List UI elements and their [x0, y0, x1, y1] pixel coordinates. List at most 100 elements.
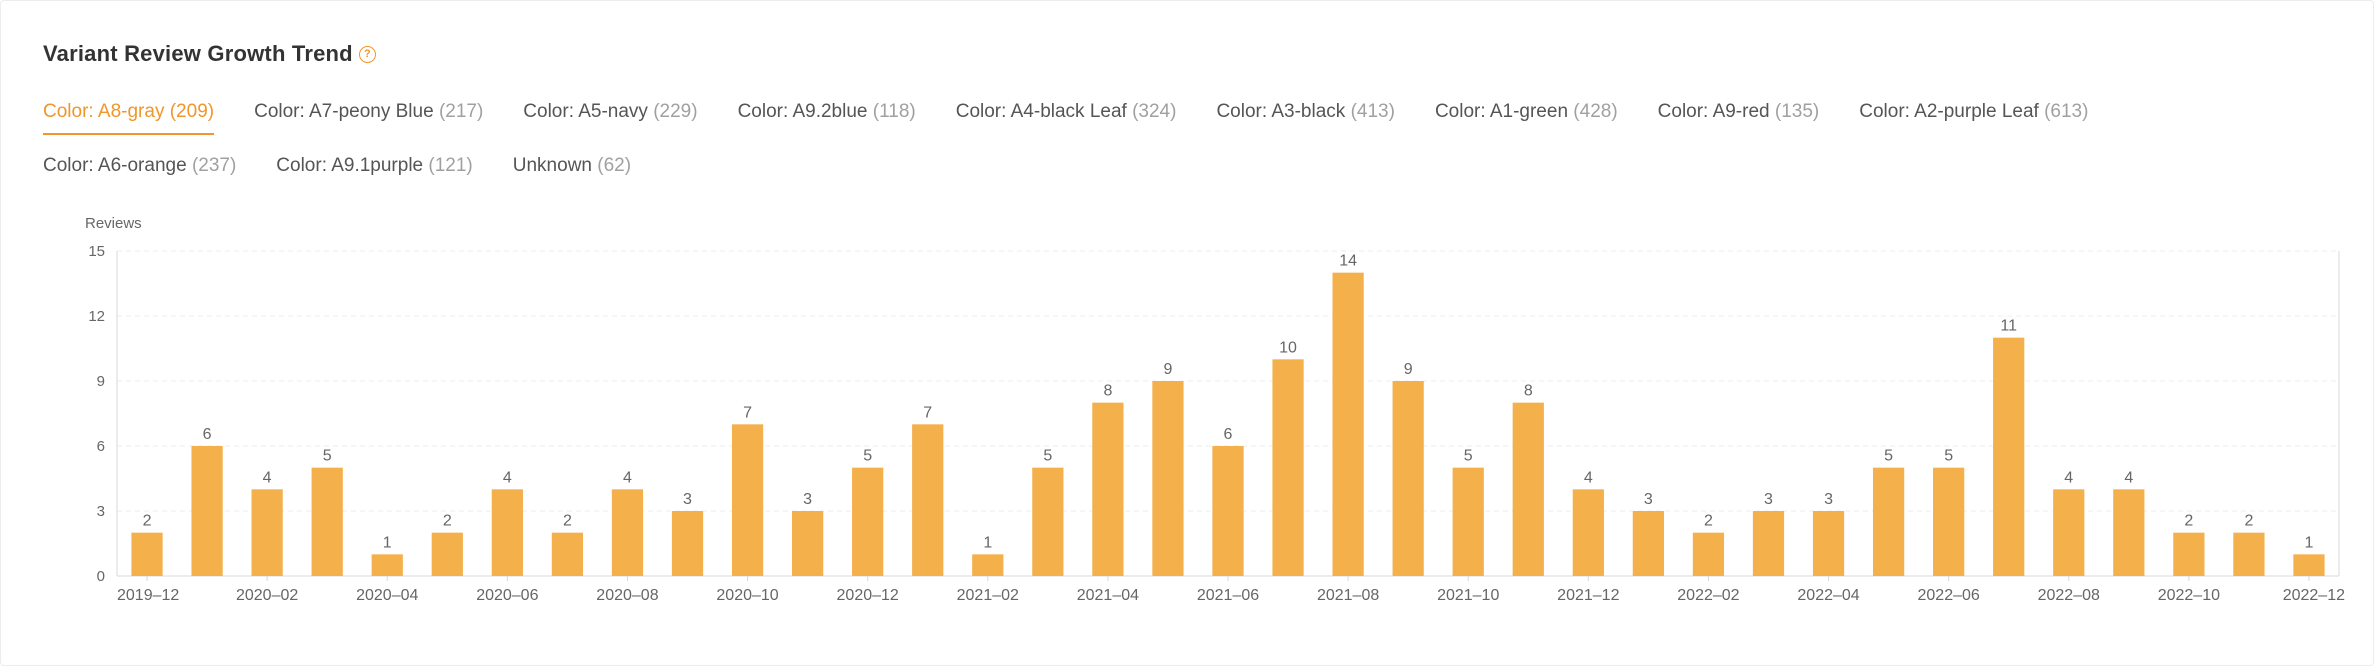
bar — [1933, 467, 1965, 576]
bar — [852, 467, 884, 576]
variant-tab-count: (209) — [169, 101, 215, 122]
data-label: 1 — [983, 534, 992, 551]
variant-tab-label: Color: A1-green — [1434, 101, 1569, 122]
data-label: 4 — [263, 469, 272, 486]
bar — [1452, 467, 1484, 576]
bar — [2293, 554, 2325, 576]
variant-tab[interactable]: Color: A9-red (135) — [1658, 101, 1820, 135]
data-label: 5 — [1043, 448, 1052, 465]
x-tick-label: 2020–02 — [236, 587, 298, 604]
data-label: 3 — [803, 491, 812, 508]
bar — [912, 424, 944, 576]
variant-tab[interactable]: Color: A9.2blue (118) — [738, 101, 916, 135]
x-tick-label: 2021–06 — [1197, 587, 1259, 604]
data-label: 7 — [923, 404, 932, 421]
x-tick-label: 2022–10 — [2158, 587, 2220, 604]
data-label: 4 — [623, 469, 632, 486]
data-label: 3 — [1644, 491, 1653, 508]
card-header: Variant Review Growth Trend ? — [43, 41, 376, 67]
variant-tab-count: (121) — [428, 155, 473, 176]
x-tick-label: 2022–06 — [1918, 587, 1980, 604]
variant-tab[interactable]: Color: A4-black Leaf (324) — [956, 101, 1177, 135]
data-label: 8 — [1103, 383, 1112, 400]
bar — [1572, 489, 1604, 576]
bar — [551, 532, 584, 576]
y-tick-label: 12 — [88, 308, 105, 325]
data-label: 1 — [383, 534, 392, 551]
bar — [311, 467, 343, 576]
bar — [1993, 337, 2025, 576]
bar — [491, 489, 523, 576]
data-label: 14 — [1339, 253, 1357, 270]
data-label: 5 — [1884, 448, 1893, 465]
bar — [1092, 402, 1124, 576]
data-label: 2 — [1704, 513, 1713, 530]
variant-tab[interactable]: Color: A1-green (428) — [1435, 101, 1618, 135]
variant-tab[interactable]: Color: A6-orange (237) — [43, 155, 236, 189]
data-label: 10 — [1279, 339, 1297, 356]
data-label: 9 — [1163, 361, 1172, 378]
y-tick-label: 6 — [97, 438, 105, 455]
variant-tab-count: (613) — [2044, 101, 2089, 122]
variant-tab-count: (237) — [191, 155, 237, 176]
variant-tab-count: (118) — [872, 101, 916, 122]
bar — [2053, 489, 2085, 576]
data-label: 2 — [2244, 513, 2253, 530]
bar — [1872, 467, 1905, 576]
data-label: 7 — [743, 404, 752, 421]
bar — [191, 446, 223, 576]
bar — [1752, 511, 1785, 576]
variant-tab-label: Color: A5-navy — [523, 101, 648, 122]
variant-tab[interactable]: Color: A7-peony Blue (217) — [254, 101, 483, 135]
variant-tab-label: Color: A4-black Leaf — [955, 101, 1127, 122]
y-tick-label: 9 — [97, 373, 105, 390]
bar — [1692, 532, 1725, 576]
bar — [431, 532, 463, 576]
variant-tab-label: Color: A9.1purple — [276, 155, 424, 176]
x-tick-label: 2022–08 — [2038, 587, 2100, 604]
variant-tab[interactable]: Color: A2-purple Leaf (613) — [1859, 101, 2088, 135]
variant-tab-count: (62) — [597, 155, 632, 176]
variant-tab-count: (229) — [653, 101, 698, 122]
bar — [1812, 511, 1845, 576]
x-tick-label: 2020–12 — [837, 587, 899, 604]
data-label: 2 — [2184, 513, 2193, 530]
variant-tab[interactable]: Color: A5-navy (229) — [523, 101, 697, 135]
bar — [1152, 381, 1184, 576]
bar — [611, 489, 644, 576]
x-tick-label: 2021–02 — [957, 587, 1019, 604]
bar — [251, 489, 283, 576]
variant-tab[interactable]: Color: A9.1purple (121) — [276, 155, 472, 189]
bar — [2173, 532, 2205, 576]
data-label: 4 — [2064, 469, 2073, 486]
variant-tab-label: Color: A3-black — [1216, 101, 1346, 122]
question-circle-icon[interactable]: ? — [358, 45, 376, 63]
x-tick-label: 2021–08 — [1317, 587, 1379, 604]
variant-tab[interactable]: Color: A8-gray (209) — [43, 101, 215, 135]
bar — [1512, 402, 1544, 576]
x-tick-label: 2021–04 — [1077, 587, 1139, 604]
y-tick-label: 3 — [97, 503, 105, 520]
data-label: 5 — [1464, 448, 1473, 465]
variant-tab[interactable]: Unknown (62) — [513, 155, 631, 189]
x-tick-label: 2020–10 — [716, 587, 778, 604]
x-tick-label: 2022–04 — [1797, 587, 1859, 604]
variant-tab-count: (135) — [1774, 101, 1820, 122]
variant-tab-count: (428) — [1573, 101, 1618, 122]
bar — [1632, 511, 1664, 576]
data-label: 2 — [143, 513, 152, 530]
variant-tab-count: (413) — [1350, 101, 1395, 122]
x-tick-label: 2020–08 — [596, 587, 658, 604]
variant-tab-count: (324) — [1132, 101, 1177, 122]
bar — [1212, 446, 1244, 576]
data-label: 6 — [1224, 426, 1233, 443]
data-label: 1 — [2305, 534, 2314, 551]
data-label: 2 — [563, 513, 572, 530]
variant-tab[interactable]: Color: A3-black (413) — [1216, 101, 1394, 135]
data-label: 5 — [1944, 448, 1953, 465]
x-tick-label: 2020–04 — [356, 587, 418, 604]
bar — [671, 511, 704, 576]
bar — [2113, 489, 2145, 576]
review-bar-chart: Reviews036912152645124243735715896101495… — [85, 215, 2345, 604]
